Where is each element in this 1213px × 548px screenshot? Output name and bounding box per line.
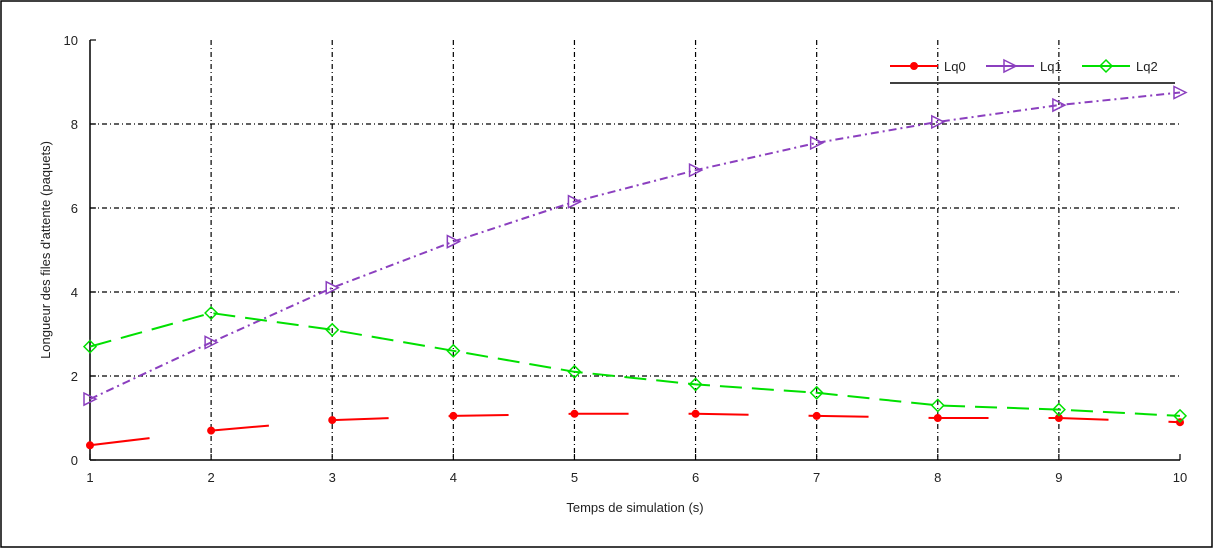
- x-tick-label: 8: [934, 470, 941, 485]
- legend-marker-Lq1: [1003, 58, 1018, 74]
- x-tick-label: 2: [207, 470, 214, 485]
- data-point-Lq2: [809, 385, 824, 400]
- x-tick-label: 9: [1055, 470, 1062, 485]
- y-tick-label: 10: [64, 33, 78, 48]
- data-point-Lq1: [325, 280, 340, 296]
- series-Lq0: [86, 409, 1184, 450]
- y-tick-label: 4: [71, 285, 78, 300]
- data-point-Lq1: [567, 194, 583, 209]
- data-point-Lq0: [812, 411, 821, 420]
- data-point-Lq0: [328, 416, 337, 425]
- data-point-Lq2: [1172, 408, 1188, 423]
- data-point-Lq0: [1054, 414, 1063, 422]
- series-line-Lq1: [89, 91, 1181, 401]
- x-tick-label: 10: [1173, 470, 1187, 485]
- data-point-Lq1: [1052, 97, 1067, 113]
- y-tick-label: 6: [71, 201, 78, 216]
- y-tick-label: 8: [71, 117, 78, 132]
- data-point-Lq2: [1051, 402, 1066, 417]
- legend-item-Lq1: Lq1: [986, 58, 1062, 74]
- data-point-Lq0: [570, 409, 579, 418]
- x-tick-label: 7: [813, 470, 820, 485]
- axes: 1 2 3 4 5 6 7 8 9 10 0 2 4 6 8 10: [64, 33, 1188, 485]
- data-point-Lq0: [933, 414, 942, 422]
- series-Lq2: [82, 305, 1188, 423]
- series-Lq1: [83, 85, 1188, 407]
- x-axis-title: Temps de simulation (s): [566, 500, 703, 515]
- x-tick-label: 4: [450, 470, 457, 485]
- x-tick-label: 1: [86, 470, 93, 485]
- data-point-Lq1: [931, 114, 946, 130]
- data-point-Lq1: [1173, 85, 1188, 100]
- x-tick-label: 5: [571, 470, 578, 485]
- grid: [90, 40, 1180, 460]
- legend: Lq0 Lq1 Lq2: [890, 58, 1175, 84]
- data-point-Lq1: [809, 135, 825, 151]
- data-point-Lq0: [207, 426, 216, 435]
- y-tick-label: 0: [71, 453, 78, 468]
- x-tick-label: 6: [692, 470, 699, 485]
- legend-label-Lq0: Lq0: [944, 59, 966, 74]
- legend-label-Lq2: Lq2: [1136, 59, 1158, 74]
- data-point-Lq1: [204, 335, 219, 350]
- legend-label-Lq1: Lq1: [1040, 59, 1062, 74]
- data-point-Lq2: [204, 305, 219, 321]
- series-line-Lq2: [89, 311, 1181, 417]
- data-point-Lq2: [567, 364, 582, 379]
- data-point-Lq0: [691, 409, 700, 418]
- series: [82, 85, 1188, 450]
- data-point-Lq0: [449, 411, 458, 420]
- data-point-Lq1: [83, 391, 98, 407]
- data-point-Lq2: [325, 322, 340, 337]
- legend-item-Lq0: Lq0: [890, 59, 966, 74]
- legend-marker-Lq2: [1098, 58, 1114, 74]
- data-point-Lq2: [930, 398, 945, 413]
- data-point-Lq1: [688, 162, 704, 178]
- data-point-Lq2: [82, 339, 98, 354]
- data-point-Lq1: [446, 234, 462, 249]
- y-tick-label: 2: [71, 369, 78, 384]
- legend-item-Lq2: Lq2: [1082, 58, 1158, 74]
- x-tick-label: 3: [329, 470, 336, 485]
- data-point-Lq0: [86, 441, 94, 450]
- legend-marker-Lq0: [910, 62, 918, 70]
- data-point-Lq2: [688, 377, 703, 392]
- y-axis-title: Longueur des files d'attente (paquets): [38, 141, 53, 359]
- data-point-Lq2: [446, 343, 461, 358]
